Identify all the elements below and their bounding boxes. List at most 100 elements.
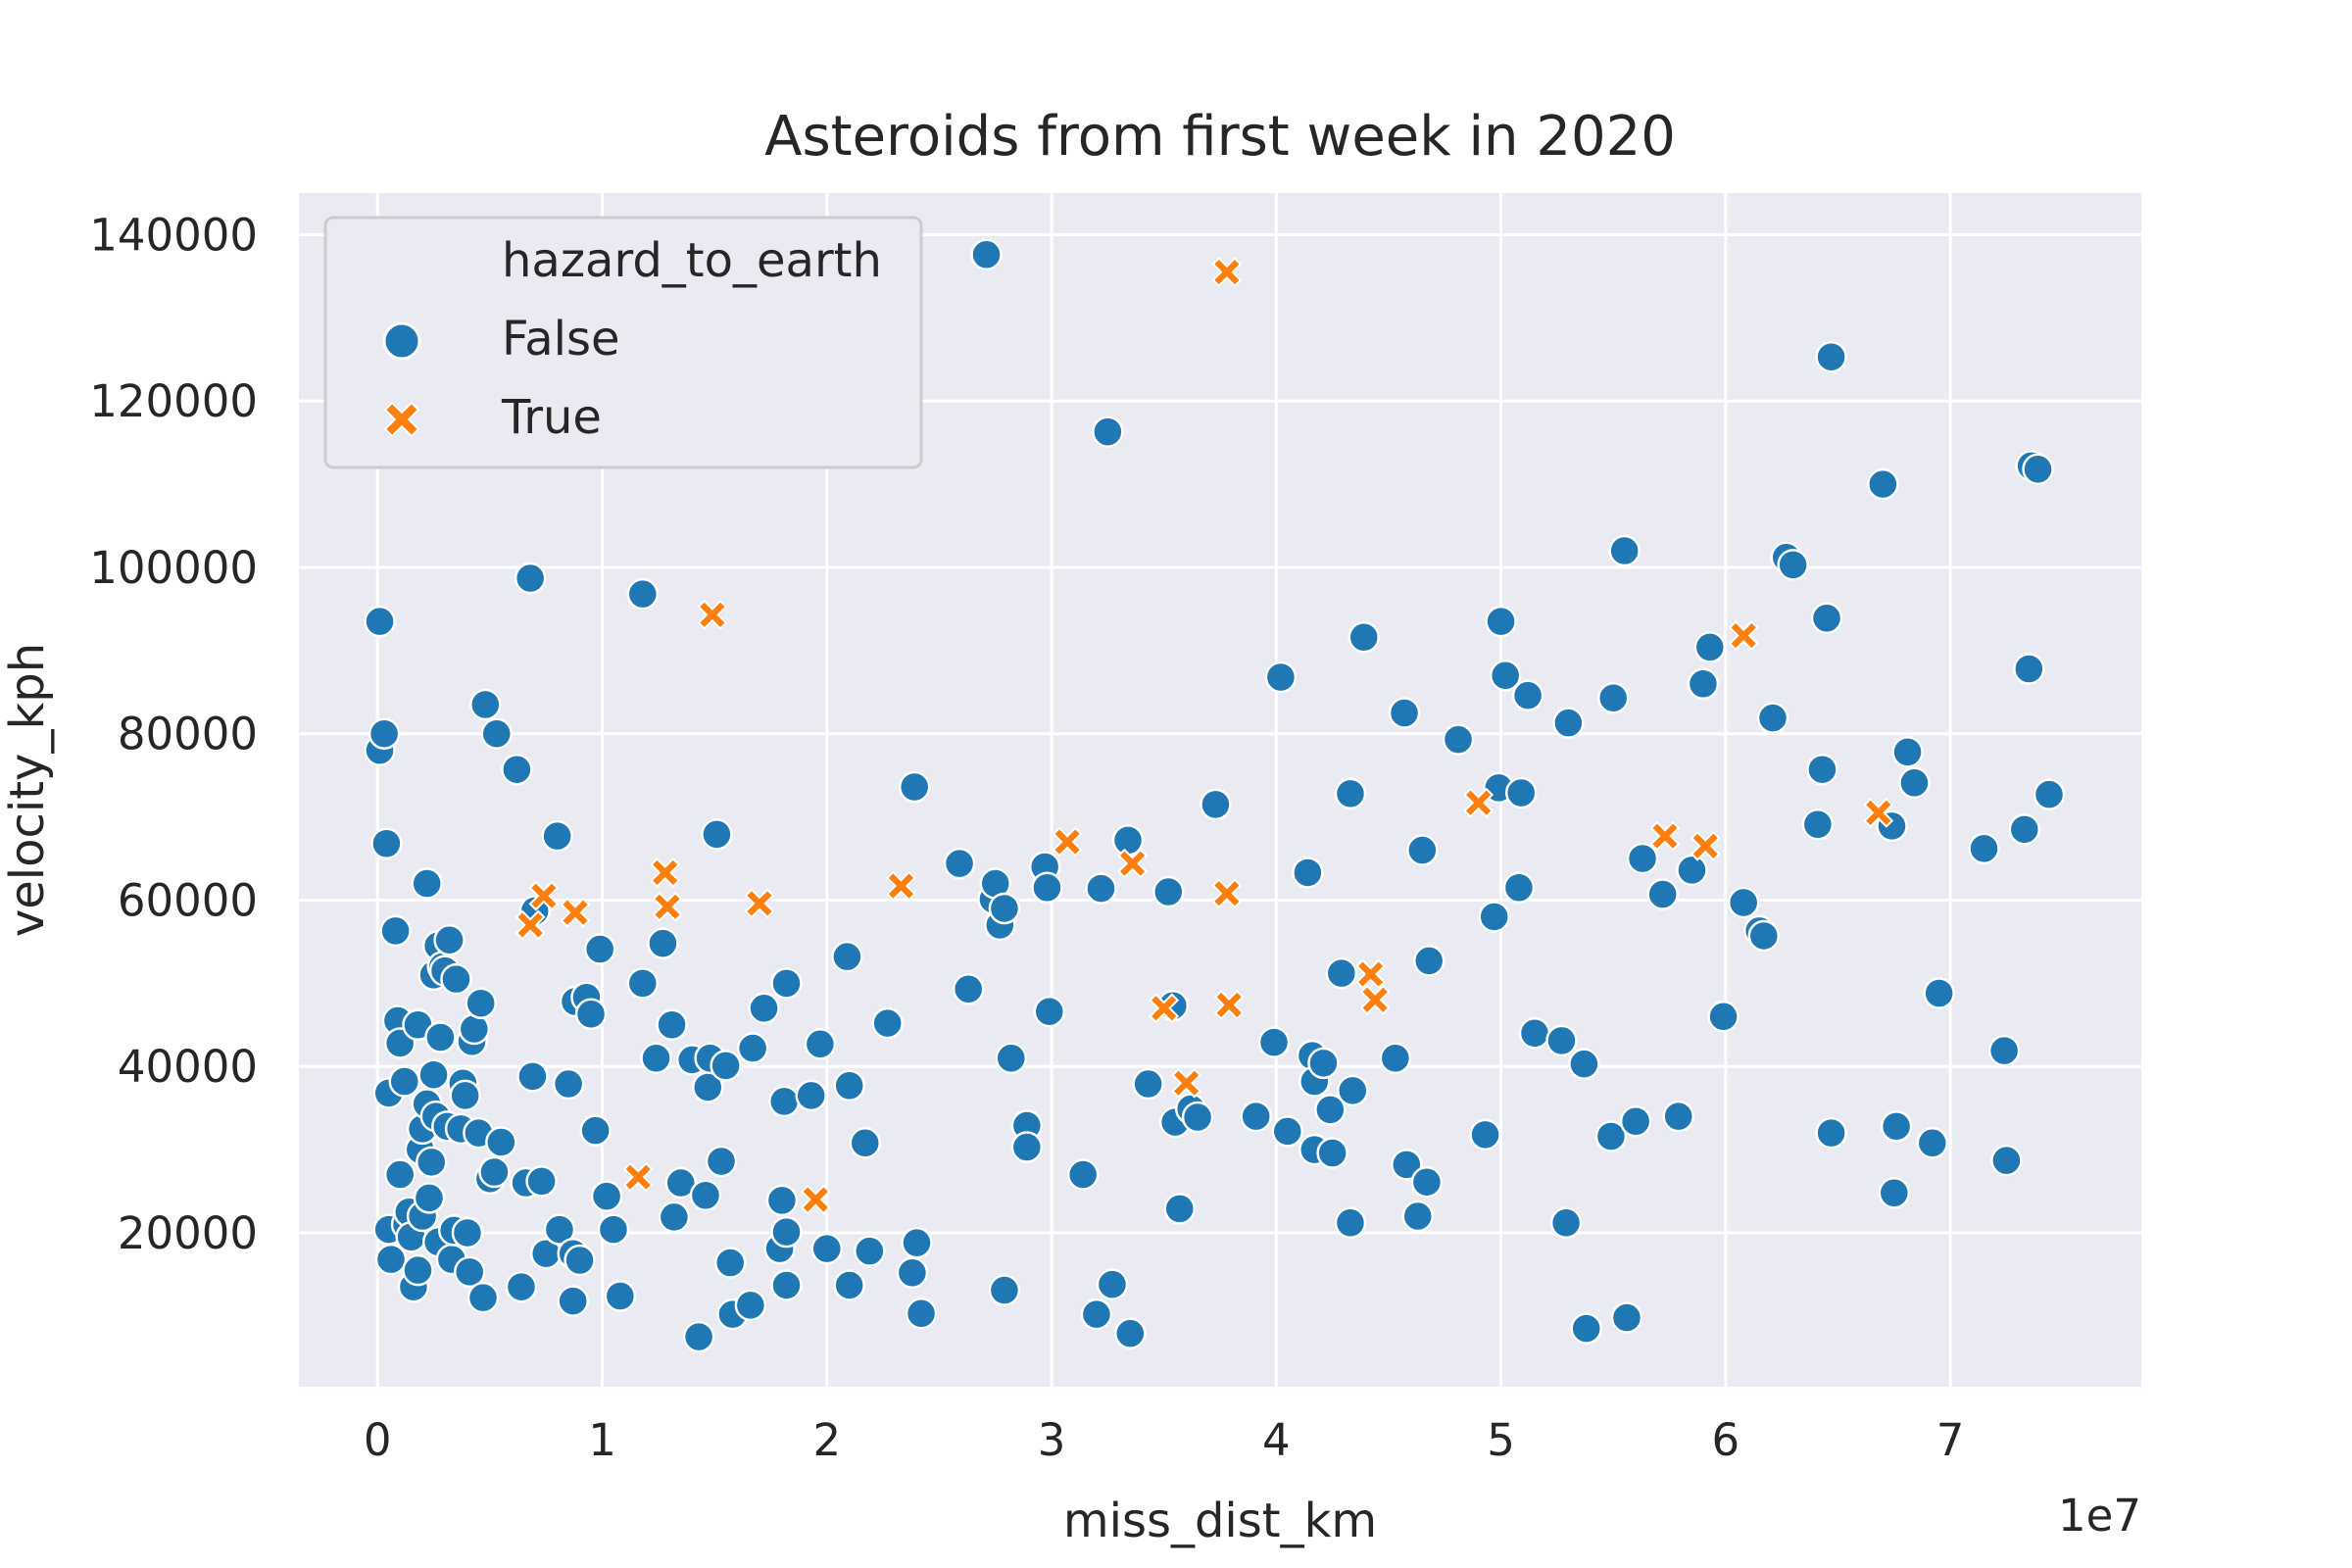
data-point-false (1891, 736, 1924, 768)
data-point-true (1211, 878, 1243, 909)
x-tick-label: 5 (1487, 1414, 1515, 1466)
data-point-true (1690, 830, 1721, 861)
data-point-false (379, 914, 412, 948)
data-point-true (1211, 257, 1243, 288)
data-point-false (1080, 1298, 1113, 1331)
data-point-false (1545, 1024, 1578, 1057)
data-point-false (833, 1069, 865, 1102)
data-point-false (485, 1126, 517, 1158)
legend-label-true: True (501, 390, 602, 445)
data-point-false (1777, 549, 1809, 581)
data-point-false (1489, 660, 1522, 692)
data-point-true (528, 880, 560, 911)
legend-label-false: False (502, 312, 620, 367)
data-point-false (416, 1146, 448, 1179)
data-point-false (1815, 340, 1847, 373)
data-point-false (1111, 824, 1145, 857)
x-tick-label: 3 (1038, 1414, 1066, 1466)
data-point-false (541, 819, 573, 853)
data-point-false (1727, 886, 1760, 919)
data-point-false (1066, 1158, 1100, 1191)
x-tick-label: 7 (1936, 1414, 1965, 1466)
data-point-false (1292, 857, 1324, 889)
data-point-false (995, 1042, 1028, 1074)
data-point-false (1348, 620, 1380, 654)
data-point-false (525, 1165, 558, 1198)
data-point-false (1031, 871, 1063, 904)
x-axis-label: miss_dist_km (1063, 1494, 1377, 1548)
data-point-false (402, 1253, 434, 1287)
data-point-true (652, 891, 683, 922)
data-point-false (1815, 1116, 1847, 1150)
data-point-false (370, 827, 403, 859)
data-point-false (1257, 1026, 1291, 1058)
data-point-false (647, 927, 679, 959)
data-point-true (1149, 993, 1180, 1024)
data-point-true (1213, 989, 1245, 1020)
data-point-true (622, 1161, 654, 1193)
data-point-false (1163, 1193, 1196, 1225)
data-point-false (1114, 1317, 1147, 1349)
data-point-false (466, 1281, 500, 1314)
data-point-false (1033, 995, 1066, 1028)
data-point-true (514, 909, 546, 941)
data-point-false (1610, 1301, 1643, 1334)
data-point-false (583, 933, 616, 965)
data-point-true (800, 1184, 831, 1215)
data-point-false (626, 577, 660, 611)
data-point-false (1687, 667, 1720, 701)
data-point-true (1728, 620, 1759, 651)
legend: hazard_to_earth False True (323, 216, 923, 469)
data-point-true (1863, 797, 1894, 828)
data-point-false (1337, 1074, 1369, 1107)
data-point-true (650, 858, 681, 888)
data-point-false (871, 1006, 904, 1040)
data-point-false (1646, 878, 1679, 910)
data-point-false (1676, 854, 1708, 887)
data-point-false (1987, 1034, 2021, 1067)
data-point-false (1391, 1149, 1423, 1181)
chart-title: Asteroids from first week in 2020 (764, 105, 1676, 169)
data-point-false (970, 238, 1003, 271)
data-point-false (705, 1145, 738, 1178)
data-point-false (1316, 1137, 1348, 1169)
data-point-false (1594, 1120, 1628, 1152)
data-point-false (2013, 653, 2045, 685)
x-tick-label: 4 (1262, 1414, 1291, 1466)
x-axis-offset-label: 1e7 (2058, 1490, 2141, 1542)
data-point-false (713, 1247, 747, 1279)
data-point-false (1880, 1110, 1913, 1143)
data-point-false (1570, 1312, 1602, 1345)
data-point-false (597, 1213, 630, 1246)
data-point-false (552, 1067, 585, 1101)
data-point-false (1502, 871, 1536, 904)
data-point-false (943, 847, 976, 880)
data-point-false (1092, 416, 1124, 448)
data-point-false (1916, 1127, 1949, 1159)
data-point-false (364, 605, 396, 638)
data-point-false (1878, 1176, 1911, 1209)
data-point-false (770, 967, 803, 1000)
y-tick-label: 140000 (89, 209, 258, 261)
y-tick-label: 120000 (89, 375, 258, 427)
data-point-false (417, 1058, 450, 1091)
data-point-true (1463, 787, 1494, 818)
data-point-false (1518, 1017, 1551, 1050)
data-point-false (383, 1158, 416, 1191)
data-point-false (1552, 707, 1585, 739)
data-point-false (896, 1256, 929, 1289)
data-point-false (765, 1184, 799, 1217)
data-point-false (1619, 1104, 1652, 1138)
data-point-false (748, 992, 780, 1025)
data-point-false (480, 717, 514, 750)
data-point-true (1355, 958, 1387, 990)
data-point-false (1271, 1115, 1304, 1148)
data-point-false (1549, 1206, 1583, 1240)
data-point-false (1485, 605, 1517, 638)
data-point-false (411, 867, 443, 900)
data-point-false (664, 1166, 698, 1200)
y-tick-label: 60000 (118, 874, 258, 926)
data-point-false (1325, 956, 1358, 990)
data-point-false (849, 1127, 882, 1159)
data-point-false (478, 1155, 511, 1189)
